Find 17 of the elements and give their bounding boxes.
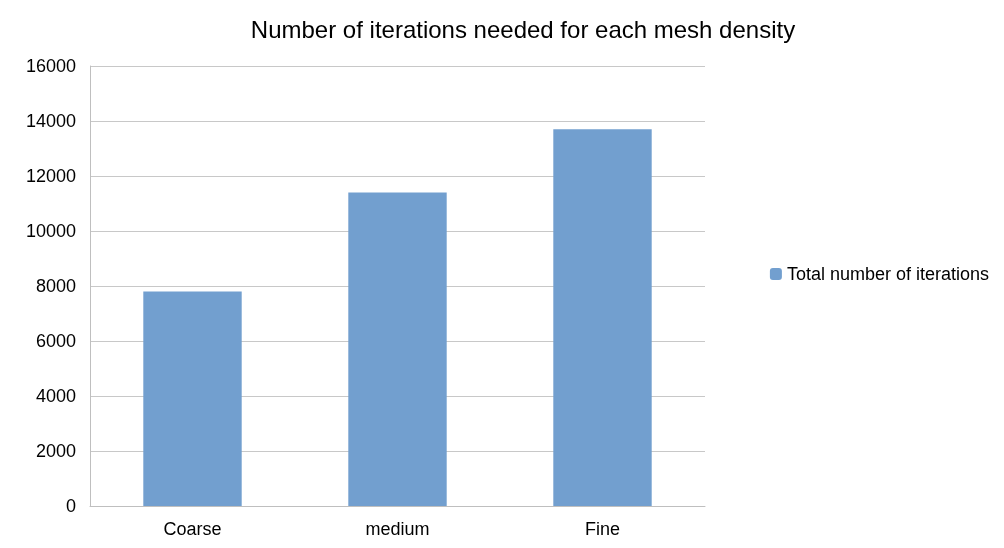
x-tick-label: Coarse (163, 519, 222, 539)
legend-label: Total number of iterations (786, 264, 989, 284)
y-tick-label: 10000 (25, 221, 76, 241)
y-tick-label: 6000 (35, 331, 76, 351)
y-tick-label: 16000 (25, 56, 76, 76)
y-tick-label: 12000 (25, 166, 76, 186)
y-tick-label: 0 (65, 496, 76, 516)
x-tick-label: Fine (584, 519, 621, 539)
y-tick-label: 8000 (35, 276, 76, 296)
bar (553, 129, 652, 506)
bar (143, 291, 242, 506)
bar (348, 192, 447, 506)
x-tick-label: medium (365, 519, 430, 539)
y-tick-label: 4000 (35, 386, 76, 406)
chart-title: Number of iterations needed for each mesh density (250, 15, 796, 43)
y-tick-label: 14000 (25, 111, 76, 131)
y-tick-label: 2000 (35, 441, 76, 461)
